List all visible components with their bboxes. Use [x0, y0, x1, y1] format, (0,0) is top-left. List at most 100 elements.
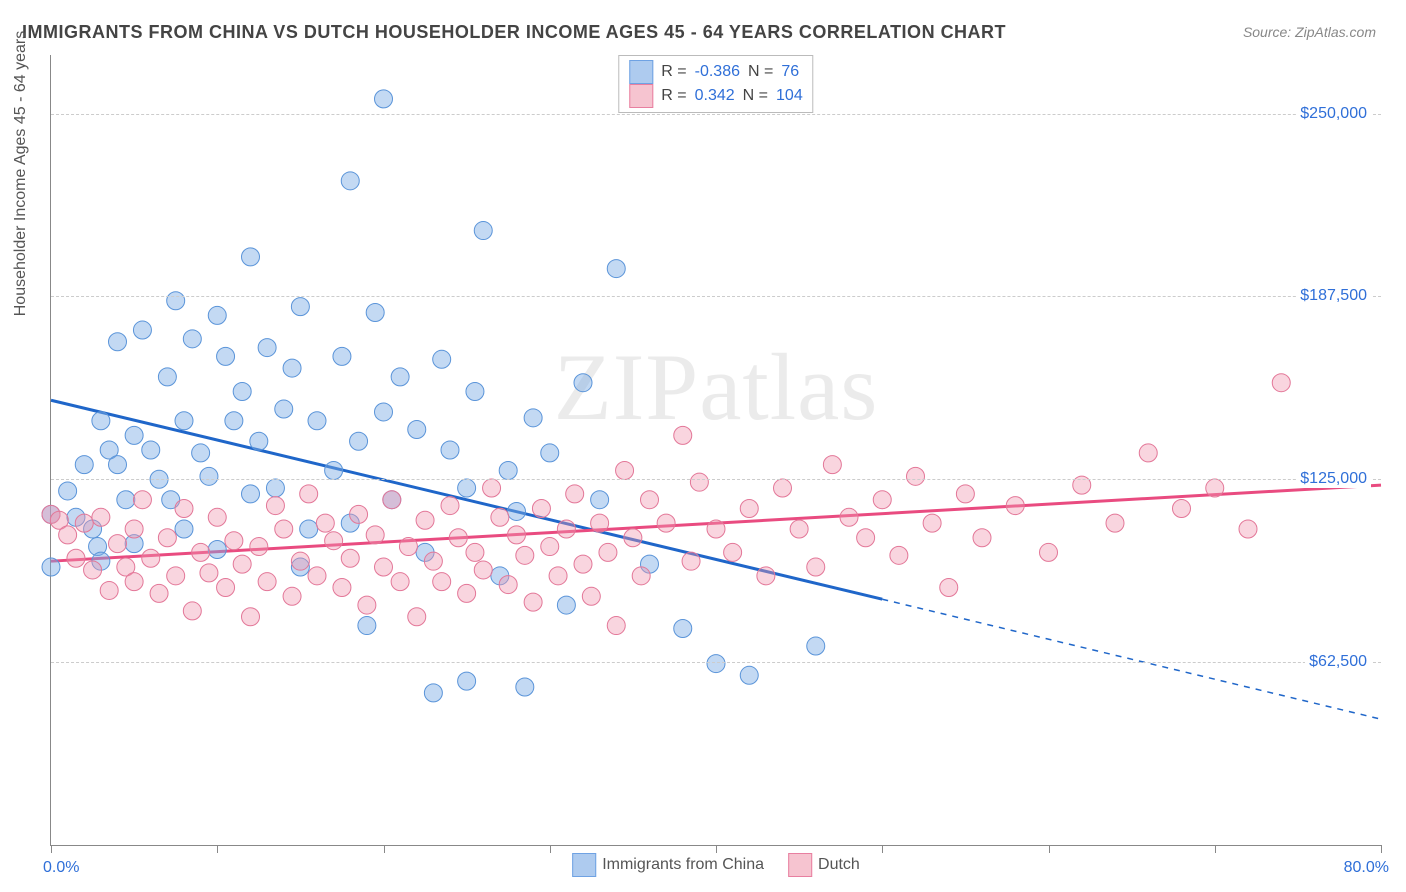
- data-point: [109, 535, 127, 553]
- data-point: [441, 497, 459, 515]
- ytick-label: $125,000: [1296, 470, 1371, 488]
- data-point: [607, 260, 625, 278]
- data-point: [75, 514, 93, 532]
- data-point: [1040, 543, 1058, 561]
- x-axis-min-label: 0.0%: [43, 859, 79, 877]
- data-point: [424, 684, 442, 702]
- data-point: [208, 508, 226, 526]
- data-point: [557, 520, 575, 538]
- data-point: [890, 546, 908, 564]
- data-point: [59, 526, 77, 544]
- data-point: [200, 467, 218, 485]
- data-point: [308, 412, 326, 430]
- data-point: [258, 573, 276, 591]
- data-point: [1139, 444, 1157, 462]
- data-point: [133, 491, 151, 509]
- data-point: [508, 502, 526, 520]
- plot-area: Householder Income Ages 45 - 64 years ZI…: [50, 55, 1381, 846]
- data-point: [266, 497, 284, 515]
- data-point: [474, 561, 492, 579]
- data-point: [524, 409, 542, 427]
- data-point: [350, 505, 368, 523]
- bottom-legend: Immigrants from China Dutch: [572, 853, 860, 877]
- legend-label-1: Immigrants from China: [602, 856, 764, 874]
- data-point: [1272, 374, 1290, 392]
- data-point: [358, 596, 376, 614]
- data-point: [375, 558, 393, 576]
- data-point: [857, 529, 875, 547]
- legend-item-2: Dutch: [788, 853, 860, 877]
- scatter-points-layer: [51, 55, 1381, 845]
- data-point: [391, 573, 409, 591]
- data-point: [607, 617, 625, 635]
- chart-title: IMMIGRANTS FROM CHINA VS DUTCH HOUSEHOLD…: [22, 22, 1006, 43]
- ytick-label: $187,500: [1296, 287, 1371, 305]
- ytick-label: $62,500: [1305, 653, 1371, 671]
- data-point: [466, 543, 484, 561]
- data-point: [940, 579, 958, 597]
- data-point: [167, 292, 185, 310]
- data-point: [175, 520, 193, 538]
- data-point: [42, 558, 60, 576]
- data-point: [541, 444, 559, 462]
- data-point: [641, 491, 659, 509]
- data-point: [557, 596, 575, 614]
- data-point: [283, 359, 301, 377]
- data-point: [366, 303, 384, 321]
- data-point: [491, 508, 509, 526]
- data-point: [707, 520, 725, 538]
- xtick: [1381, 845, 1382, 853]
- data-point: [516, 546, 534, 564]
- legend-item-1: Immigrants from China: [572, 853, 764, 877]
- data-point: [408, 421, 426, 439]
- data-point: [250, 538, 268, 556]
- data-point: [574, 555, 592, 573]
- data-point: [807, 558, 825, 576]
- data-point: [458, 584, 476, 602]
- data-point: [133, 321, 151, 339]
- data-point: [59, 482, 77, 500]
- data-point: [740, 666, 758, 684]
- data-point: [300, 520, 318, 538]
- gridline: [51, 114, 1381, 115]
- data-point: [383, 491, 401, 509]
- xtick: [1049, 845, 1050, 853]
- data-point: [242, 485, 260, 503]
- data-point: [458, 479, 476, 497]
- data-point: [458, 672, 476, 690]
- data-point: [532, 500, 550, 518]
- gridline: [51, 479, 1381, 480]
- data-point: [217, 347, 235, 365]
- data-point: [109, 333, 127, 351]
- data-point: [616, 461, 634, 479]
- data-point: [192, 543, 210, 561]
- data-point: [740, 500, 758, 518]
- data-point: [657, 514, 675, 532]
- data-point: [125, 573, 143, 591]
- data-point: [233, 555, 251, 573]
- data-point: [399, 538, 417, 556]
- data-point: [125, 426, 143, 444]
- data-point: [217, 579, 235, 597]
- data-point: [250, 432, 268, 450]
- data-point: [316, 514, 334, 532]
- data-point: [275, 400, 293, 418]
- data-point: [508, 526, 526, 544]
- data-point: [757, 567, 775, 585]
- data-point: [75, 456, 93, 474]
- data-point: [67, 549, 85, 567]
- data-point: [92, 508, 110, 526]
- xtick: [716, 845, 717, 853]
- data-point: [183, 330, 201, 348]
- data-point: [358, 617, 376, 635]
- data-point: [1206, 479, 1224, 497]
- data-point: [566, 485, 584, 503]
- data-point: [956, 485, 974, 503]
- data-point: [599, 543, 617, 561]
- xtick: [1215, 845, 1216, 853]
- data-point: [449, 529, 467, 547]
- data-point: [682, 552, 700, 570]
- data-point: [109, 456, 127, 474]
- data-point: [242, 608, 260, 626]
- data-point: [823, 456, 841, 474]
